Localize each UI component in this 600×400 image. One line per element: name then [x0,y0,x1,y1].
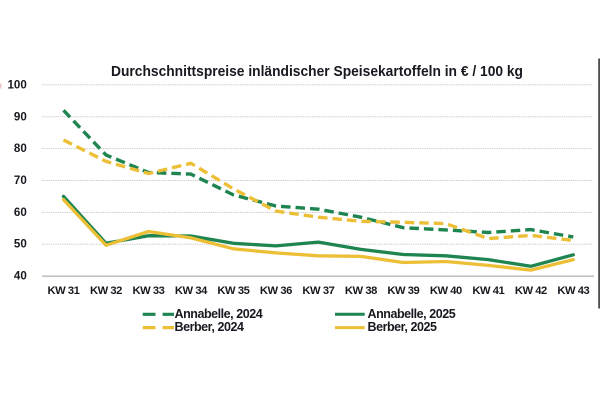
svg-text:KW 42: KW 42 [515,285,547,297]
svg-text:KW 33: KW 33 [133,285,165,297]
svg-text:KW 35: KW 35 [217,285,249,297]
svg-text:40: 40 [14,270,27,283]
svg-text:50: 50 [14,238,27,251]
svg-text:KW 31: KW 31 [48,285,80,297]
svg-text:KW 40: KW 40 [430,285,462,297]
svg-text:KW 32: KW 32 [90,285,122,297]
svg-text:70: 70 [14,174,27,187]
svg-text:KW 38: KW 38 [345,285,377,297]
svg-text:KW 39: KW 39 [387,285,419,297]
svg-text:KW 41: KW 41 [472,285,504,297]
svg-text:60: 60 [14,206,27,219]
svg-text:KW 34: KW 34 [175,285,208,297]
svg-text:KW 37: KW 37 [302,285,334,297]
svg-text:100: 100 [7,78,26,91]
svg-text:Annabelle, 2025: Annabelle, 2025 [368,307,456,321]
svg-text:KW 36: KW 36 [260,285,292,297]
svg-text:80: 80 [14,142,27,155]
svg-text:KW 43: KW 43 [557,285,589,297]
svg-text:90: 90 [14,110,27,123]
svg-text:Durchschnittspreise inländisch: Durchschnittspreise inländischer Speisek… [111,64,523,80]
svg-text:Berber, 2025: Berber, 2025 [368,320,437,334]
svg-text:Annabelle, 2024: Annabelle, 2024 [175,307,263,321]
svg-text:Berber, 2024: Berber, 2024 [175,320,244,334]
